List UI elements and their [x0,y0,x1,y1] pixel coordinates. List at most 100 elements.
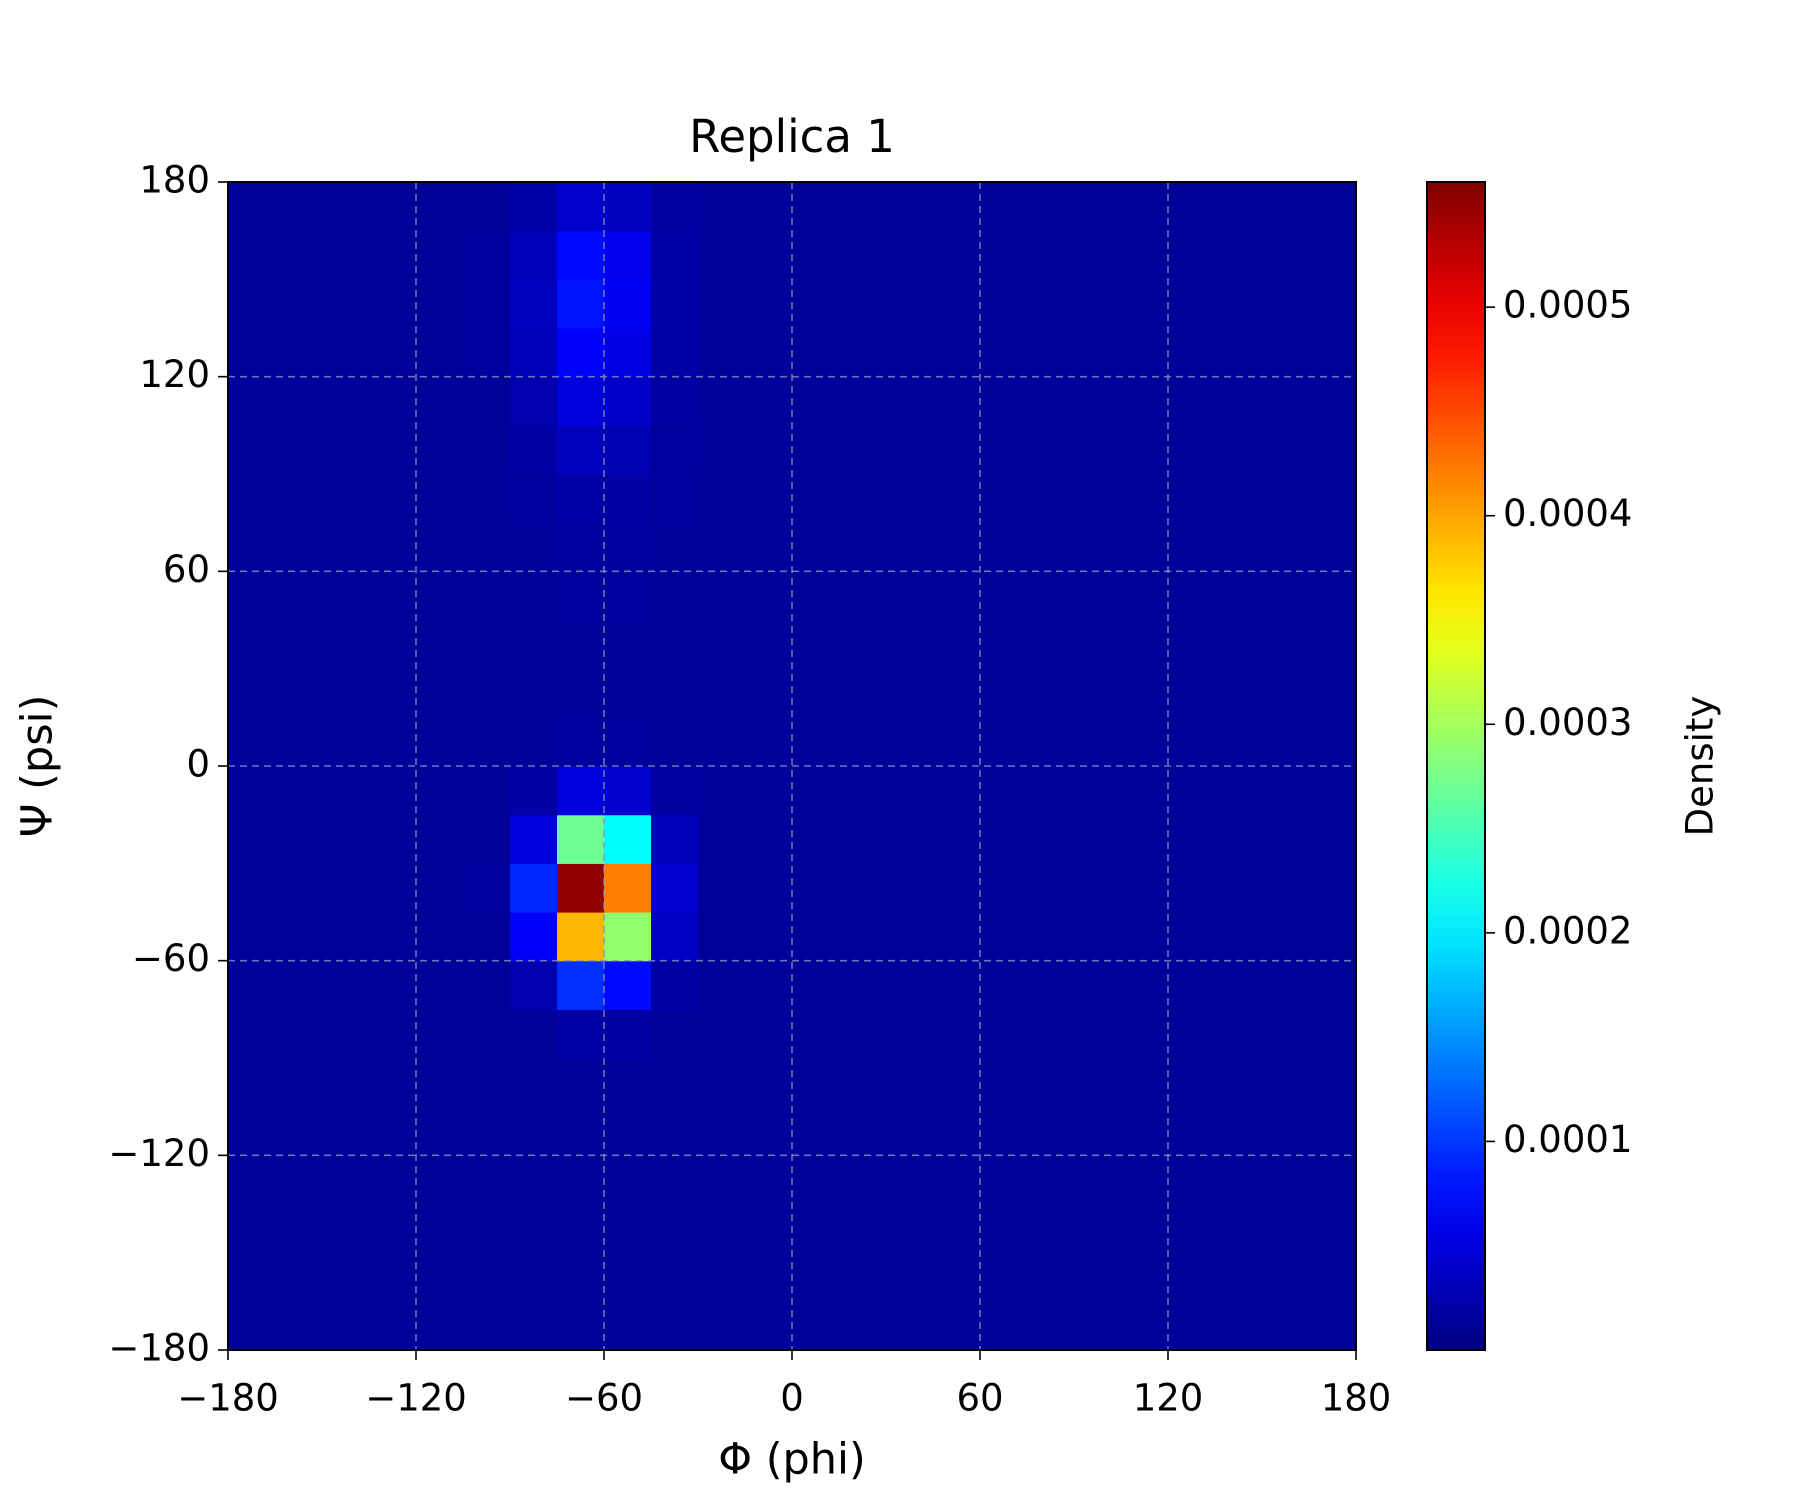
heatmap-cell [839,1106,887,1156]
heatmap-cell [228,960,276,1010]
heatmap-cell [1074,717,1122,767]
heatmap-cell [933,474,981,524]
heatmap-cell [1074,1106,1122,1156]
heatmap-cell [1168,863,1216,913]
heatmap-cell [980,863,1028,913]
heatmap-cell [369,668,417,718]
y-tick-label: 120 [139,353,210,396]
heatmap-cell [228,522,276,572]
heatmap-cell [1027,182,1075,232]
heatmap-cell [369,328,417,378]
heatmap-cell [745,182,793,232]
heatmap-cell [1215,182,1263,232]
heatmap-cell [651,620,699,670]
heatmap-cell [886,1155,934,1205]
heatmap-cell [228,230,276,280]
heatmap-cell [463,1009,511,1059]
heatmap-cell [275,279,323,329]
heatmap-cell [839,814,887,864]
heatmap-cell [557,620,605,670]
heatmap-cell [228,1155,276,1205]
heatmap-cell [510,960,558,1010]
heatmap-cell [416,912,464,962]
heatmap-cell [980,620,1028,670]
heatmap-cell [792,571,840,621]
heatmap-cell [1121,1301,1169,1351]
heatmap-cell [322,571,370,621]
heatmap-cell [792,376,840,426]
heatmap-cell [980,1301,1028,1351]
heatmap-cell [1027,620,1075,670]
x-tick-label: −180 [177,1377,279,1420]
heatmap-cell [933,376,981,426]
heatmap-cell [275,766,323,816]
chart-title: Replica 1 [689,110,895,163]
heatmap-cell [1262,182,1310,232]
heatmap-cell [651,182,699,232]
heatmap-cell [980,814,1028,864]
heatmap-cell [839,620,887,670]
heatmap-cell [1215,1155,1263,1205]
heatmap-cell [228,182,276,232]
heatmap-cell [416,571,464,621]
heatmap-cell [745,766,793,816]
heatmap-cell [228,863,276,913]
heatmap-cell [463,1155,511,1205]
heatmap-cell [510,717,558,767]
heatmap-cell [980,279,1028,329]
heatmap-cell [510,1204,558,1254]
heatmap-cell [792,766,840,816]
heatmap-cell [275,571,323,621]
heatmap-cell [1309,717,1357,767]
heatmap-cell [1309,182,1357,232]
heatmap-cell [1074,279,1122,329]
heatmap-cell [416,1106,464,1156]
heatmap-cell [557,522,605,572]
heatmap-cell [510,182,558,232]
heatmap-cell [557,1106,605,1156]
heatmap-cell [980,1155,1028,1205]
y-tick-label: 60 [163,548,210,591]
heatmap-cell [933,230,981,280]
heatmap-cell [228,668,276,718]
heatmap-cell [416,1155,464,1205]
heatmap-cell [322,328,370,378]
heatmap-cell [322,1252,370,1302]
heatmap-cell [839,1252,887,1302]
heatmap-cell [651,912,699,962]
heatmap-cell [1168,182,1216,232]
heatmap-cell [1121,1058,1169,1108]
heatmap-cell [416,376,464,426]
heatmap-cell [698,474,746,524]
heatmap-cell [933,1301,981,1351]
heatmap-cell [651,668,699,718]
heatmap-cell [369,1252,417,1302]
heatmap-cell [416,425,464,475]
heatmap-cell [1168,912,1216,962]
heatmap-cell [1215,766,1263,816]
heatmap-cell [1262,1301,1310,1351]
heatmap-cell [1121,912,1169,962]
heatmap-cell [1262,1009,1310,1059]
heatmap-cell [886,1252,934,1302]
heatmap-cell [1262,425,1310,475]
heatmap-cell [792,230,840,280]
heatmap-cell [886,620,934,670]
heatmap-cell [1074,474,1122,524]
heatmap-cell [557,230,605,280]
heatmap-cell [510,863,558,913]
heatmap-cell [1262,474,1310,524]
heatmap-cell [886,668,934,718]
heatmap-cell [604,766,652,816]
heatmap-cell [886,279,934,329]
heatmap-cell [463,522,511,572]
heatmap-cell [1168,814,1216,864]
heatmap-cell [980,1252,1028,1302]
heatmap-cell [275,668,323,718]
heatmap-cell [745,960,793,1010]
heatmap-cell [933,279,981,329]
heatmap-cell [1074,571,1122,621]
heatmap-cell [1074,620,1122,670]
heatmap-cell [1215,522,1263,572]
heatmap-cell [510,328,558,378]
